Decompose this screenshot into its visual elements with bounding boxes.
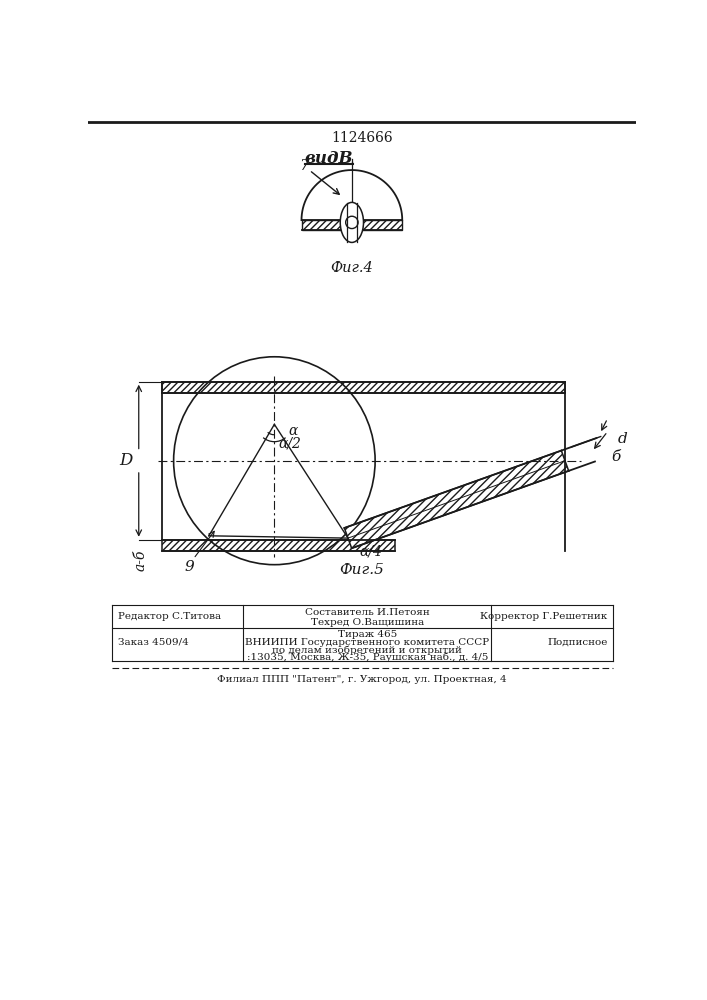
- Text: Заказ 4509/4: Заказ 4509/4: [118, 638, 189, 647]
- Text: α/2: α/2: [279, 437, 301, 451]
- Text: D: D: [119, 452, 132, 469]
- Text: Техред О.Ващишина: Техред О.Ващишина: [311, 618, 424, 627]
- Text: видВ: видВ: [305, 150, 353, 167]
- Text: б: б: [612, 450, 621, 464]
- Text: по делам изобретений и открытий: по делам изобретений и открытий: [272, 645, 462, 655]
- Text: Составитель И.Петоян: Составитель И.Петоян: [305, 608, 430, 617]
- Text: Фиг.4: Фиг.4: [330, 261, 373, 275]
- Text: Филиал ППП "Патент", г. Ужгород, ул. Проектная, 4: Филиал ППП "Патент", г. Ужгород, ул. Про…: [217, 675, 507, 684]
- Text: :13035, Москва, Ж-35, Раушская наб., д. 4/5: :13035, Москва, Ж-35, Раушская наб., д. …: [247, 653, 488, 662]
- Ellipse shape: [340, 202, 363, 242]
- Text: Тираж 465: Тираж 465: [338, 630, 397, 639]
- Text: 9: 9: [185, 560, 194, 574]
- Text: d: d: [618, 432, 627, 446]
- Text: Фиг.5: Фиг.5: [339, 563, 385, 577]
- Text: 1124666: 1124666: [331, 131, 393, 145]
- Text: ВНИИПИ Государственного комитета СССР: ВНИИПИ Государственного комитета СССР: [245, 638, 489, 647]
- Bar: [162, 540, 395, 551]
- Bar: [162, 382, 565, 393]
- Polygon shape: [344, 451, 568, 548]
- Circle shape: [346, 216, 358, 229]
- Text: Корректор Г.Решетник: Корректор Г.Решетник: [480, 612, 607, 621]
- Text: 7: 7: [299, 159, 309, 173]
- Text: Подписное: Подписное: [547, 638, 607, 647]
- Bar: [301, 220, 402, 230]
- Text: Редактор С.Титова: Редактор С.Титова: [118, 612, 221, 621]
- Text: α/4: α/4: [360, 545, 382, 559]
- Text: а-б: а-б: [134, 550, 147, 571]
- Text: α: α: [288, 424, 298, 438]
